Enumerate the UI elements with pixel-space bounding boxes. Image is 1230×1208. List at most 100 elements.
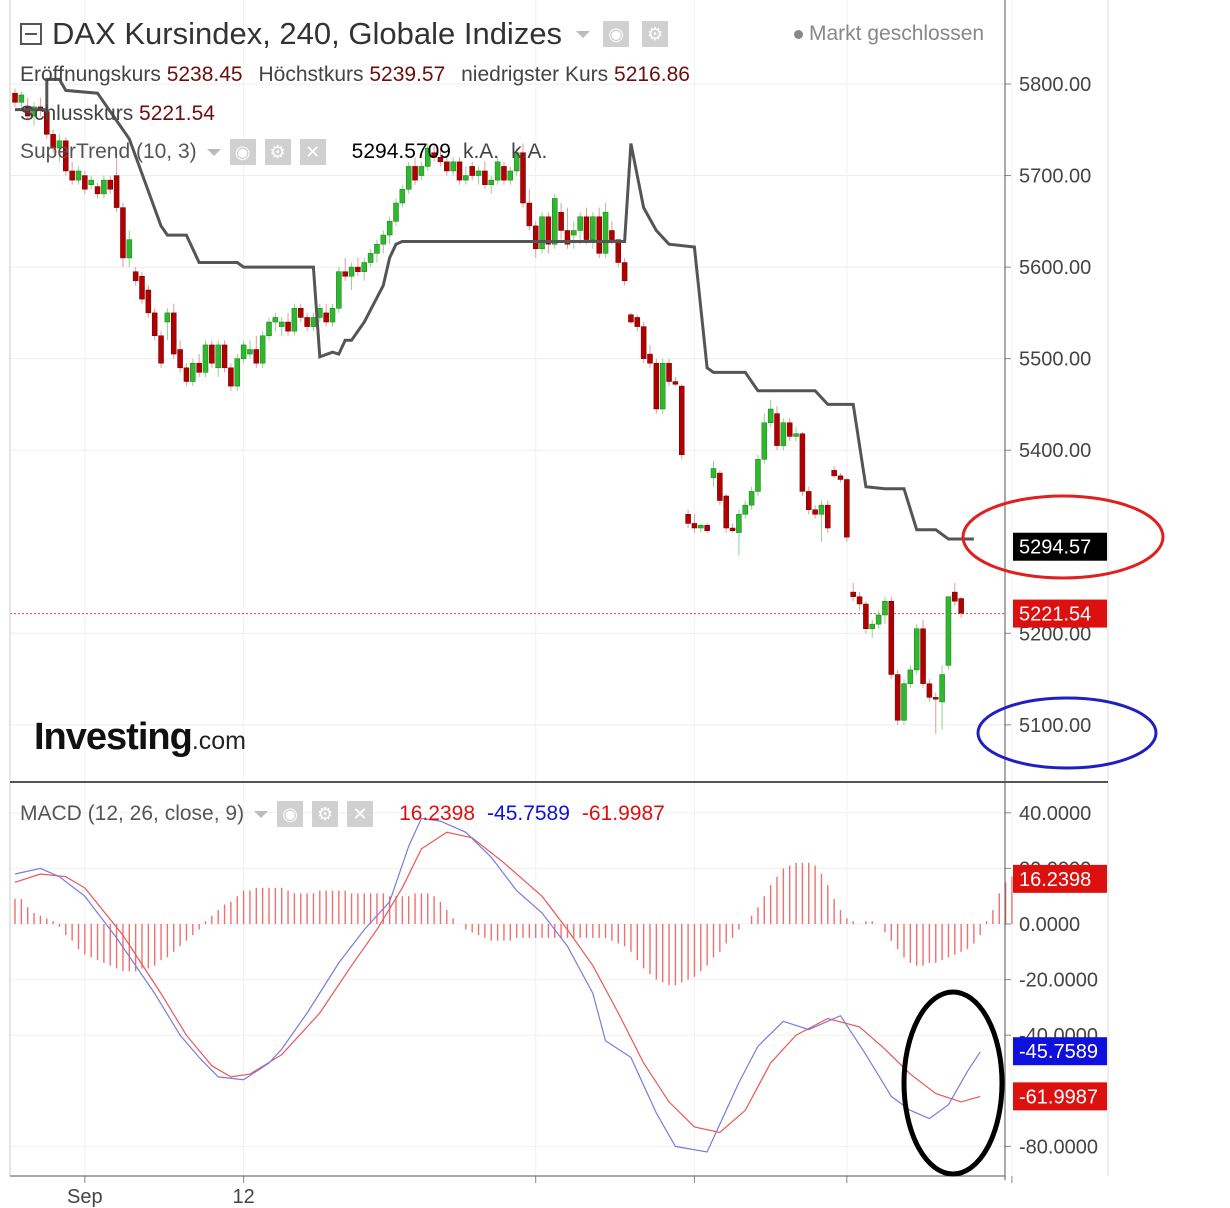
price-tick-label: 5800.00 xyxy=(1019,74,1091,96)
candle-body xyxy=(907,669,914,684)
high-value: 5239.57 xyxy=(369,63,446,86)
candle-body xyxy=(774,413,780,446)
candle-body xyxy=(463,175,469,181)
candle-body xyxy=(818,504,825,515)
collapse-icon[interactable] xyxy=(20,23,42,45)
candle-body xyxy=(418,166,425,176)
candle-body xyxy=(761,422,768,460)
candle-body xyxy=(812,509,818,515)
candle-body xyxy=(310,317,317,327)
logo-text: Investing xyxy=(34,716,193,758)
candle-body xyxy=(266,321,272,337)
candle-body xyxy=(558,211,564,231)
candle-body xyxy=(488,179,494,185)
candle-body xyxy=(901,683,907,721)
macd-hist-value: 16.2398 xyxy=(399,802,476,825)
candle-body xyxy=(767,408,774,423)
candle-body xyxy=(545,216,552,245)
candle-body xyxy=(82,175,88,190)
candle-body xyxy=(850,591,856,597)
price-tick-label: 5400.00 xyxy=(1019,440,1091,462)
macd-badge-bg xyxy=(1013,1037,1107,1066)
eye-icon[interactable]: ◉ xyxy=(229,139,256,165)
eye-icon[interactable]: ◉ xyxy=(277,801,304,827)
candle-body xyxy=(259,335,266,364)
candle-body xyxy=(717,472,723,501)
supertrend-label: SuperTrend (10, 3) xyxy=(20,140,197,163)
price-badge-bg xyxy=(1013,532,1107,561)
candle-body xyxy=(88,179,94,185)
candle-body xyxy=(31,106,37,117)
low-label: niedrigster Kurs xyxy=(461,63,609,86)
investing-logo: Investing.com xyxy=(34,716,246,759)
candle-body xyxy=(221,344,228,369)
candle-body xyxy=(63,140,69,172)
candle-body xyxy=(793,433,799,437)
gear-icon[interactable]: ⚙ xyxy=(642,21,669,47)
candle-body xyxy=(437,156,444,163)
candle-body xyxy=(386,221,393,236)
macd-tick-label: 40.0000 xyxy=(1019,803,1091,825)
candle-body xyxy=(894,674,901,721)
candle-body xyxy=(240,344,247,359)
candle-body xyxy=(399,189,406,204)
candle-body xyxy=(171,312,177,355)
market-status-text: Markt geschlossen xyxy=(809,22,985,45)
candle-body xyxy=(247,349,253,355)
candle-body xyxy=(958,598,964,614)
candle-body xyxy=(806,491,812,510)
candle-body xyxy=(18,94,25,103)
candle-body xyxy=(691,523,698,529)
macd-tick-label: -80.0000 xyxy=(1019,1136,1098,1158)
candle-body xyxy=(361,262,367,272)
close-label: Schlusskurs xyxy=(20,102,134,125)
supertrend-value: 5294.5709 xyxy=(351,140,451,163)
candle-body xyxy=(672,381,679,385)
eye-icon[interactable]: ◉ xyxy=(603,21,630,47)
candle-body xyxy=(628,314,634,323)
macd-badge: -61.9987 xyxy=(1019,1086,1098,1108)
gear-icon[interactable]: ⚙ xyxy=(264,139,291,165)
candle-body xyxy=(44,111,50,135)
candle-body xyxy=(552,198,558,245)
time-tick-label: 12 xyxy=(232,1186,254,1208)
price-tick-label: 5500.00 xyxy=(1019,349,1091,371)
candle-body xyxy=(209,344,215,364)
candle-body xyxy=(450,161,456,172)
chevron-down-icon[interactable] xyxy=(576,30,591,38)
price-badge-bg xyxy=(1013,599,1107,628)
candle-body xyxy=(945,596,952,666)
price-badge: 5294.57 xyxy=(1019,537,1091,559)
candle-body xyxy=(24,106,31,117)
candle-body xyxy=(888,601,895,675)
chevron-down-icon[interactable] xyxy=(206,148,221,156)
macd-line xyxy=(14,817,981,1153)
market-status: Markt geschlossen xyxy=(794,22,984,46)
candle-body xyxy=(291,308,298,332)
macd-signal-line xyxy=(14,831,981,1134)
candle-body xyxy=(469,166,475,176)
ohlc-row-2: Schlusskurs 5221.54 xyxy=(20,102,225,126)
candle-body xyxy=(393,202,399,222)
gear-icon[interactable]: ⚙ xyxy=(312,801,339,827)
macd-signal-value: -61.9987 xyxy=(581,802,665,825)
open-value: 5238.45 xyxy=(166,63,243,86)
candle-body xyxy=(710,468,717,478)
chart-grid xyxy=(10,0,1013,1176)
macd-histogram xyxy=(14,862,1013,986)
close-icon[interactable]: ✕ xyxy=(299,139,326,165)
candle-body xyxy=(786,422,793,437)
candle-body xyxy=(952,591,958,602)
time-tick-label: Sep xyxy=(67,1186,103,1208)
candle-body xyxy=(177,349,183,369)
candle-body xyxy=(742,504,748,515)
close-icon[interactable]: ✕ xyxy=(347,801,374,827)
candle-body xyxy=(355,266,361,272)
black-ellipse-annotation xyxy=(901,989,1005,1177)
candle-body xyxy=(799,433,806,492)
candlestick-series xyxy=(12,88,964,735)
candle-body xyxy=(609,230,615,240)
chevron-down-icon[interactable] xyxy=(254,810,269,818)
high-label: Höchstkurs xyxy=(258,63,364,86)
low-value: 5216.86 xyxy=(614,63,690,86)
